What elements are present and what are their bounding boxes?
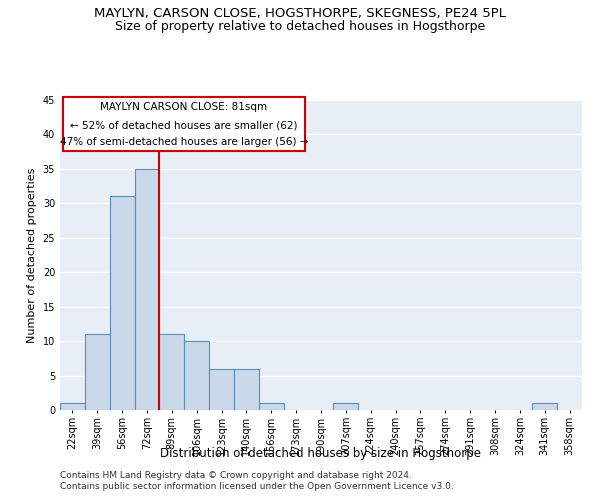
- Text: 47% of semi-detached houses are larger (56) →: 47% of semi-detached houses are larger (…: [60, 137, 308, 147]
- Text: MAYLYN, CARSON CLOSE, HOGSTHORPE, SKEGNESS, PE24 5PL: MAYLYN, CARSON CLOSE, HOGSTHORPE, SKEGNE…: [94, 8, 506, 20]
- Bar: [259, 403, 284, 410]
- Bar: [134, 169, 160, 410]
- Bar: [184, 341, 209, 410]
- Text: Distribution of detached houses by size in Hogsthorpe: Distribution of detached houses by size …: [161, 448, 482, 460]
- Text: Size of property relative to detached houses in Hogsthorpe: Size of property relative to detached ho…: [115, 20, 485, 33]
- Y-axis label: Number of detached properties: Number of detached properties: [27, 168, 37, 342]
- Bar: [60, 403, 85, 410]
- Bar: [209, 368, 234, 410]
- Bar: [110, 196, 134, 410]
- Bar: [234, 368, 259, 410]
- Text: Contains public sector information licensed under the Open Government Licence v3: Contains public sector information licen…: [60, 482, 454, 491]
- Bar: [532, 403, 557, 410]
- Text: ← 52% of detached houses are smaller (62): ← 52% of detached houses are smaller (62…: [70, 120, 298, 130]
- Bar: [85, 334, 110, 410]
- Bar: [334, 403, 358, 410]
- Text: MAYLYN CARSON CLOSE: 81sqm: MAYLYN CARSON CLOSE: 81sqm: [100, 102, 268, 113]
- Text: Contains HM Land Registry data © Crown copyright and database right 2024.: Contains HM Land Registry data © Crown c…: [60, 471, 412, 480]
- FancyBboxPatch shape: [62, 97, 305, 151]
- Bar: [160, 334, 184, 410]
